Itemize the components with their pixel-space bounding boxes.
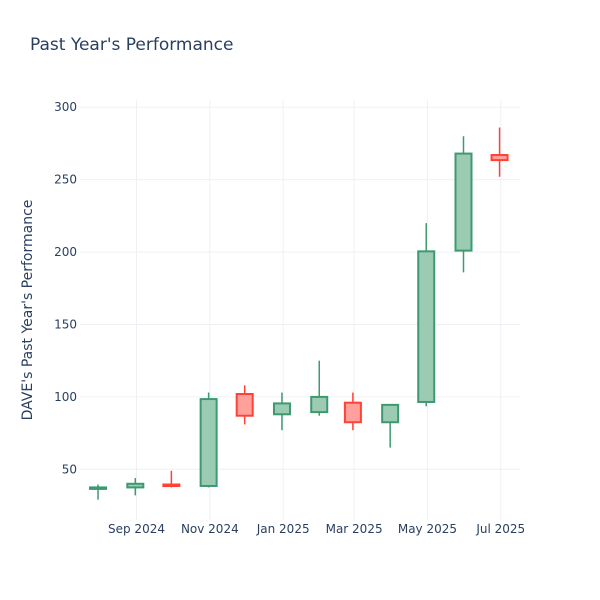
candle-body xyxy=(272,402,291,416)
candle-body xyxy=(89,486,108,490)
x-tick-label: Jan 2025 xyxy=(256,522,310,536)
candle-up xyxy=(199,392,218,488)
candle-up xyxy=(417,223,436,407)
candle-up xyxy=(126,478,145,496)
x-tick-label: Sep 2024 xyxy=(108,522,165,536)
x-tick-label: Mar 2025 xyxy=(326,522,383,536)
candle-body xyxy=(490,154,509,162)
x-axis-ticks: Sep 2024 Nov 2024 Jan 2025 Mar 2025 May 2025… xyxy=(108,522,525,536)
candle-body xyxy=(126,482,145,489)
y-tick-label: 250 xyxy=(54,173,77,187)
candle-up xyxy=(310,360,329,416)
candle-body xyxy=(454,152,473,252)
chart-title: Past Year's Performance xyxy=(30,35,234,55)
grid xyxy=(80,100,520,520)
x-tick-label: Jul 2025 xyxy=(475,522,525,536)
y-tick-label: 300 xyxy=(54,100,77,114)
x-tick-label: May 2025 xyxy=(398,522,457,536)
x-tick-label: Nov 2024 xyxy=(181,522,239,536)
candle-up xyxy=(89,484,108,500)
candle-down xyxy=(235,385,254,425)
y-tick-label: 150 xyxy=(54,317,77,331)
candle-down xyxy=(490,127,509,177)
y-tick-label: 100 xyxy=(54,390,77,404)
y-axis-ticks: 50 100 150 200 250 300 xyxy=(54,100,77,476)
candle-body xyxy=(381,403,400,424)
candle-body xyxy=(199,398,218,487)
y-tick-label: 200 xyxy=(54,245,77,259)
candle-body xyxy=(417,250,436,403)
candle-up xyxy=(454,136,473,273)
y-axis-title: DAVE's Past Year's Performance xyxy=(20,200,36,421)
candle-body xyxy=(162,483,181,488)
candle-down xyxy=(343,392,362,431)
candle-down xyxy=(162,470,181,488)
candles xyxy=(89,127,509,500)
candle-body xyxy=(343,401,362,424)
candle-up xyxy=(272,392,291,431)
candle-up xyxy=(381,403,400,448)
candle-body xyxy=(310,395,329,414)
y-tick-label: 50 xyxy=(62,462,77,476)
candle-body xyxy=(235,393,254,417)
